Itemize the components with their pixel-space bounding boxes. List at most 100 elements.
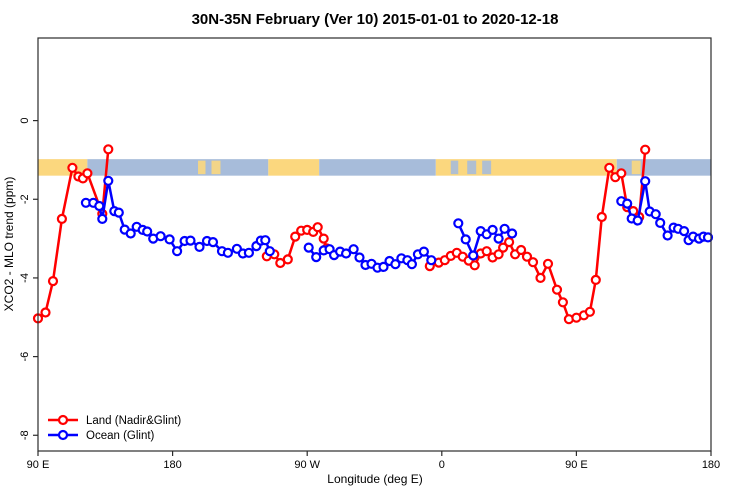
data-point — [493, 249, 504, 260]
data-point — [172, 246, 183, 257]
data-point — [103, 144, 114, 155]
legend-label-land: Land (Nadir&Glint) — [86, 415, 181, 427]
x-tick-label: 90 W — [294, 459, 320, 471]
data-point — [655, 217, 666, 228]
data-point — [487, 224, 498, 235]
data-point — [481, 246, 492, 257]
data-point — [498, 242, 509, 253]
band-segment-land — [435, 159, 617, 176]
data-point — [282, 254, 293, 265]
data-point — [468, 250, 479, 261]
series-line — [84, 179, 272, 255]
data-point — [702, 232, 714, 243]
data-point — [616, 168, 627, 179]
data-point — [535, 272, 546, 283]
band-segment-ocean — [87, 159, 269, 176]
data-point — [590, 274, 601, 285]
data-point — [341, 248, 352, 259]
x-tick-label: 180 — [163, 459, 181, 471]
series-line — [36, 148, 110, 320]
data-point — [311, 252, 322, 263]
data-point — [521, 251, 533, 262]
data-point — [551, 284, 563, 295]
data-point — [426, 255, 437, 266]
y-axis-label: XCO2 - MLO trend (ppm) — [2, 177, 16, 312]
legend-marker-land — [57, 414, 69, 426]
data-point — [97, 213, 108, 224]
legend-entry-ocean: Ocean (Glint) — [48, 429, 155, 442]
data-point — [155, 231, 166, 242]
data-point — [506, 228, 518, 239]
data-point — [406, 259, 417, 270]
band-segment-ocean-speckle — [450, 160, 459, 175]
legend-entry-land: Land (Nadir&Glint) — [48, 414, 181, 427]
data-point — [264, 246, 275, 257]
x-tick-label: 90 E — [27, 459, 50, 471]
data-point — [185, 235, 196, 246]
data-point — [493, 233, 504, 244]
data-point — [604, 162, 615, 173]
data-point — [56, 213, 68, 224]
data-point — [515, 244, 527, 256]
data-point — [469, 260, 480, 271]
band-segment-land-speckle — [198, 160, 206, 175]
data-point — [67, 162, 78, 173]
data-point — [584, 306, 596, 317]
data-point — [542, 258, 554, 269]
data-point — [94, 200, 105, 212]
data-point — [650, 209, 661, 220]
band-segment-ocean-speckle — [482, 160, 492, 175]
x-tick-label: 0 — [439, 459, 445, 471]
data-point — [662, 230, 673, 241]
data-point — [125, 228, 136, 239]
data-point — [303, 242, 314, 253]
data-point — [348, 244, 359, 255]
data-point — [194, 241, 205, 252]
chart-title: 30N-35N February (Ver 10) 2015-01-01 to … — [192, 11, 559, 28]
data-point — [418, 246, 429, 257]
data-point — [632, 215, 643, 226]
band-segment-ocean — [319, 159, 436, 176]
data-point — [290, 231, 301, 242]
data-point — [622, 198, 633, 209]
data-point — [243, 247, 254, 258]
legend-label-ocean: Ocean (Glint) — [86, 430, 155, 442]
data-point — [640, 176, 651, 187]
data-point — [378, 261, 389, 272]
data-point — [318, 233, 329, 244]
data-point — [596, 211, 607, 223]
data-point — [164, 234, 175, 245]
data-point — [354, 252, 365, 263]
data-point — [453, 218, 464, 229]
data-point — [222, 247, 233, 258]
y-tick-label: 0 — [19, 118, 31, 124]
data-point — [207, 237, 219, 248]
x-tick-label: 90 E — [565, 459, 588, 471]
data-point — [557, 297, 569, 308]
y-tick-label: -8 — [19, 430, 31, 440]
plot-border — [37, 37, 712, 452]
y-tick-label: -6 — [19, 352, 31, 362]
legend: Land (Nadir&Glint) Ocean (Glint) — [48, 414, 181, 442]
data-point — [499, 223, 510, 234]
data-point — [527, 257, 539, 268]
data-point — [390, 259, 401, 270]
data-point — [40, 307, 51, 318]
data-point — [142, 226, 153, 237]
data-point — [82, 168, 93, 179]
data-point — [103, 175, 114, 186]
band-segment-ocean — [616, 159, 711, 176]
band-segment-ocean-speckle — [467, 160, 477, 175]
y-tick-label: -2 — [19, 194, 31, 204]
x-tick-label: 180 — [702, 459, 720, 471]
data-point — [47, 276, 59, 287]
data-point — [113, 207, 124, 218]
series-ocean — [80, 175, 714, 273]
data-point — [504, 237, 515, 248]
data-point — [260, 235, 271, 246]
y-tick-label: -4 — [19, 273, 31, 283]
land-ocean-band — [38, 159, 711, 176]
band-segment-land-speckle — [631, 160, 641, 175]
